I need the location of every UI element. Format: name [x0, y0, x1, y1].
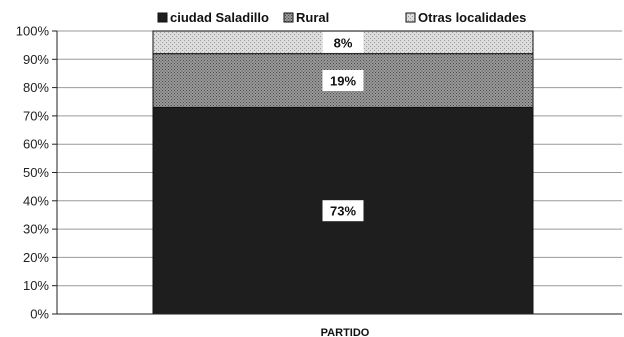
legend-label: ciudad Saladillo: [170, 10, 269, 25]
y-tick-label: 0%: [30, 307, 49, 322]
legend-label: Rural: [296, 10, 329, 25]
data-label: 8%: [334, 35, 353, 50]
legend-swatch: [405, 12, 416, 23]
data-label-box: [322, 70, 364, 92]
y-tick-label: 50%: [23, 165, 49, 180]
y-tick-label: 80%: [23, 80, 49, 95]
data-label-box: [322, 200, 364, 222]
bar-segment-rural: [152, 53, 534, 108]
data-label: 19%: [330, 74, 356, 89]
y-tick-label: 60%: [23, 137, 49, 152]
y-tick-label: 100%: [16, 24, 50, 39]
y-tick-label: 40%: [23, 193, 49, 208]
data-labels: 73% 19% 8%: [322, 31, 364, 222]
y-tick-label: 20%: [23, 250, 49, 265]
legend: ciudad Saladillo Rural Otras localidades: [157, 10, 526, 25]
y-tick-label: 90%: [23, 52, 49, 67]
y-tick-label: 30%: [23, 222, 49, 237]
y-tick-label: 10%: [23, 278, 49, 293]
data-label-box: [322, 31, 364, 53]
y-axis: 0% 10% 20% 30% 40% 50% 60% 70% 80% 90% 100%: [16, 24, 58, 322]
y-tick-label: 70%: [23, 108, 49, 123]
legend-swatch: [157, 12, 168, 23]
legend-swatch: [283, 12, 294, 23]
legend-label: Otras localidades: [418, 10, 526, 25]
x-axis: PARTIDO: [57, 313, 622, 337]
x-category-label: PARTIDO: [321, 327, 370, 337]
data-label: 73%: [330, 204, 356, 219]
